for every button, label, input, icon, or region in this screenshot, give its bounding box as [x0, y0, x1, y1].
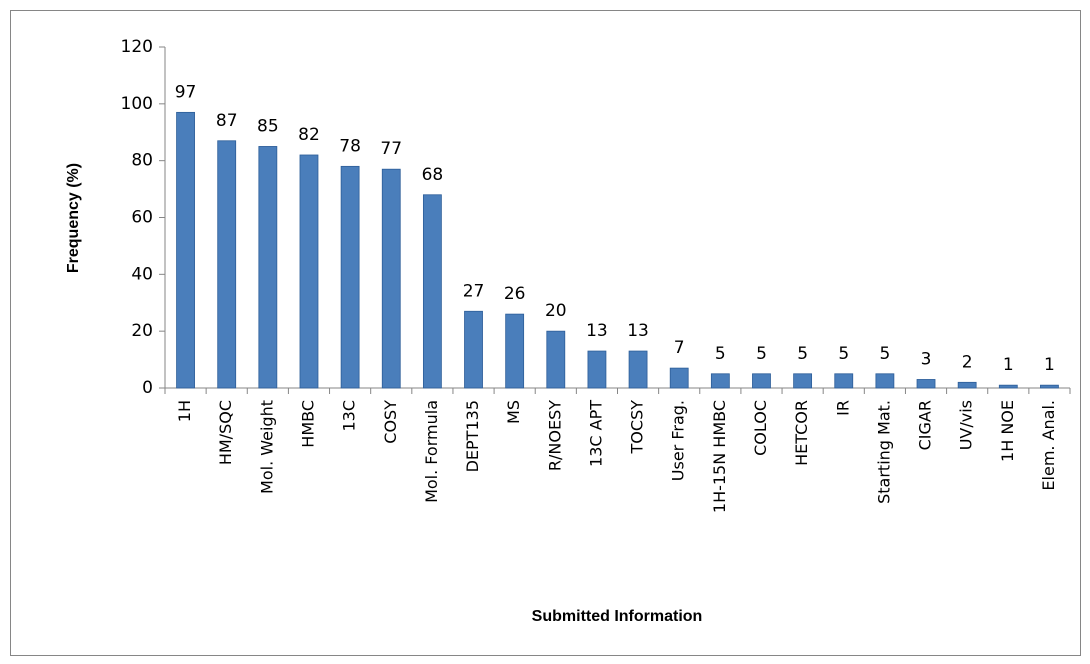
x-tick-label: R/NOESY	[545, 400, 564, 471]
x-tick-label: HM/SQC	[216, 400, 235, 465]
bar	[957, 381, 977, 389]
y-tick-label: 80	[131, 151, 153, 171]
value-label: 3	[921, 349, 932, 369]
bar	[998, 384, 1018, 389]
y-tick-label: 60	[131, 208, 153, 228]
x-tick-label: IR	[833, 400, 852, 416]
x-tick-label: Elem. Anal.	[1039, 400, 1058, 491]
value-label: 85	[257, 116, 279, 136]
x-tick-label: TOCSY	[628, 400, 647, 455]
bar	[176, 111, 195, 389]
x-tick-label: HETCOR	[792, 400, 811, 466]
value-label: 1	[1044, 355, 1055, 375]
bar	[1040, 384, 1059, 389]
x-tick-label: Starting Mat.	[874, 400, 893, 504]
bar	[381, 168, 401, 389]
x-tick-label: COLOC	[751, 400, 770, 456]
x-tick-label: Mol. Weight	[257, 400, 276, 494]
value-label: 5	[756, 344, 767, 364]
value-label: 5	[797, 344, 808, 364]
bar	[422, 194, 442, 389]
x-tick-label: 1H NOE	[998, 400, 1017, 462]
value-label: 26	[504, 284, 526, 304]
value-label: 97	[175, 82, 197, 102]
x-tick-label: UV/vis	[957, 400, 976, 450]
value-label: 77	[380, 139, 402, 159]
bar	[340, 165, 360, 389]
y-axis-title: Frequency (%)	[65, 163, 82, 273]
x-tick-label: HMBC	[298, 400, 317, 448]
bar	[546, 330, 566, 389]
y-tick-label: 0	[142, 378, 153, 398]
bar	[628, 350, 648, 389]
value-label: 82	[298, 125, 320, 145]
x-axis-title: Submitted Information	[532, 608, 703, 625]
value-label: 1	[1003, 355, 1014, 375]
x-tick-label: CIGAR	[916, 400, 935, 450]
x-tick-label: 1H	[175, 400, 194, 422]
value-label: 5	[879, 344, 890, 364]
value-label: 2	[962, 352, 973, 372]
bar	[299, 154, 319, 389]
value-label: 27	[463, 281, 485, 301]
chart-border	[10, 10, 1081, 656]
value-label: 20	[545, 301, 567, 321]
y-tick-label: 20	[131, 321, 153, 341]
y-tick-label: 120	[121, 37, 153, 57]
bar	[217, 140, 237, 389]
bar	[464, 310, 483, 389]
x-tick-label: Mol. Formula	[422, 400, 441, 503]
x-tick-label: 13C APT	[586, 400, 605, 467]
value-label: 7	[674, 338, 685, 358]
bar	[916, 379, 936, 389]
y-tick-label: 100	[121, 94, 153, 114]
value-label: 13	[586, 321, 608, 341]
value-label: 5	[838, 344, 849, 364]
bar	[258, 146, 278, 389]
x-tick-label: 13C	[340, 400, 359, 432]
x-tick-label: User Frag.	[669, 400, 688, 481]
bar	[793, 373, 813, 389]
bar	[834, 373, 854, 389]
value-label: 68	[422, 165, 444, 185]
x-tick-label: 1H-15N HMBC	[710, 400, 729, 513]
bar	[752, 373, 771, 389]
x-tick-label: COSY	[381, 400, 400, 444]
value-label: 78	[339, 136, 361, 156]
value-label: 5	[715, 344, 726, 364]
value-label: 13	[627, 321, 649, 341]
x-tick-label: DEPT135	[463, 400, 482, 472]
x-tick-label: MS	[504, 400, 523, 424]
bar	[875, 373, 895, 389]
y-tick-label: 40	[131, 264, 153, 284]
value-label: 87	[216, 111, 238, 131]
bar	[710, 373, 730, 389]
bar	[505, 313, 525, 389]
bar	[669, 367, 689, 389]
bar	[587, 350, 607, 389]
